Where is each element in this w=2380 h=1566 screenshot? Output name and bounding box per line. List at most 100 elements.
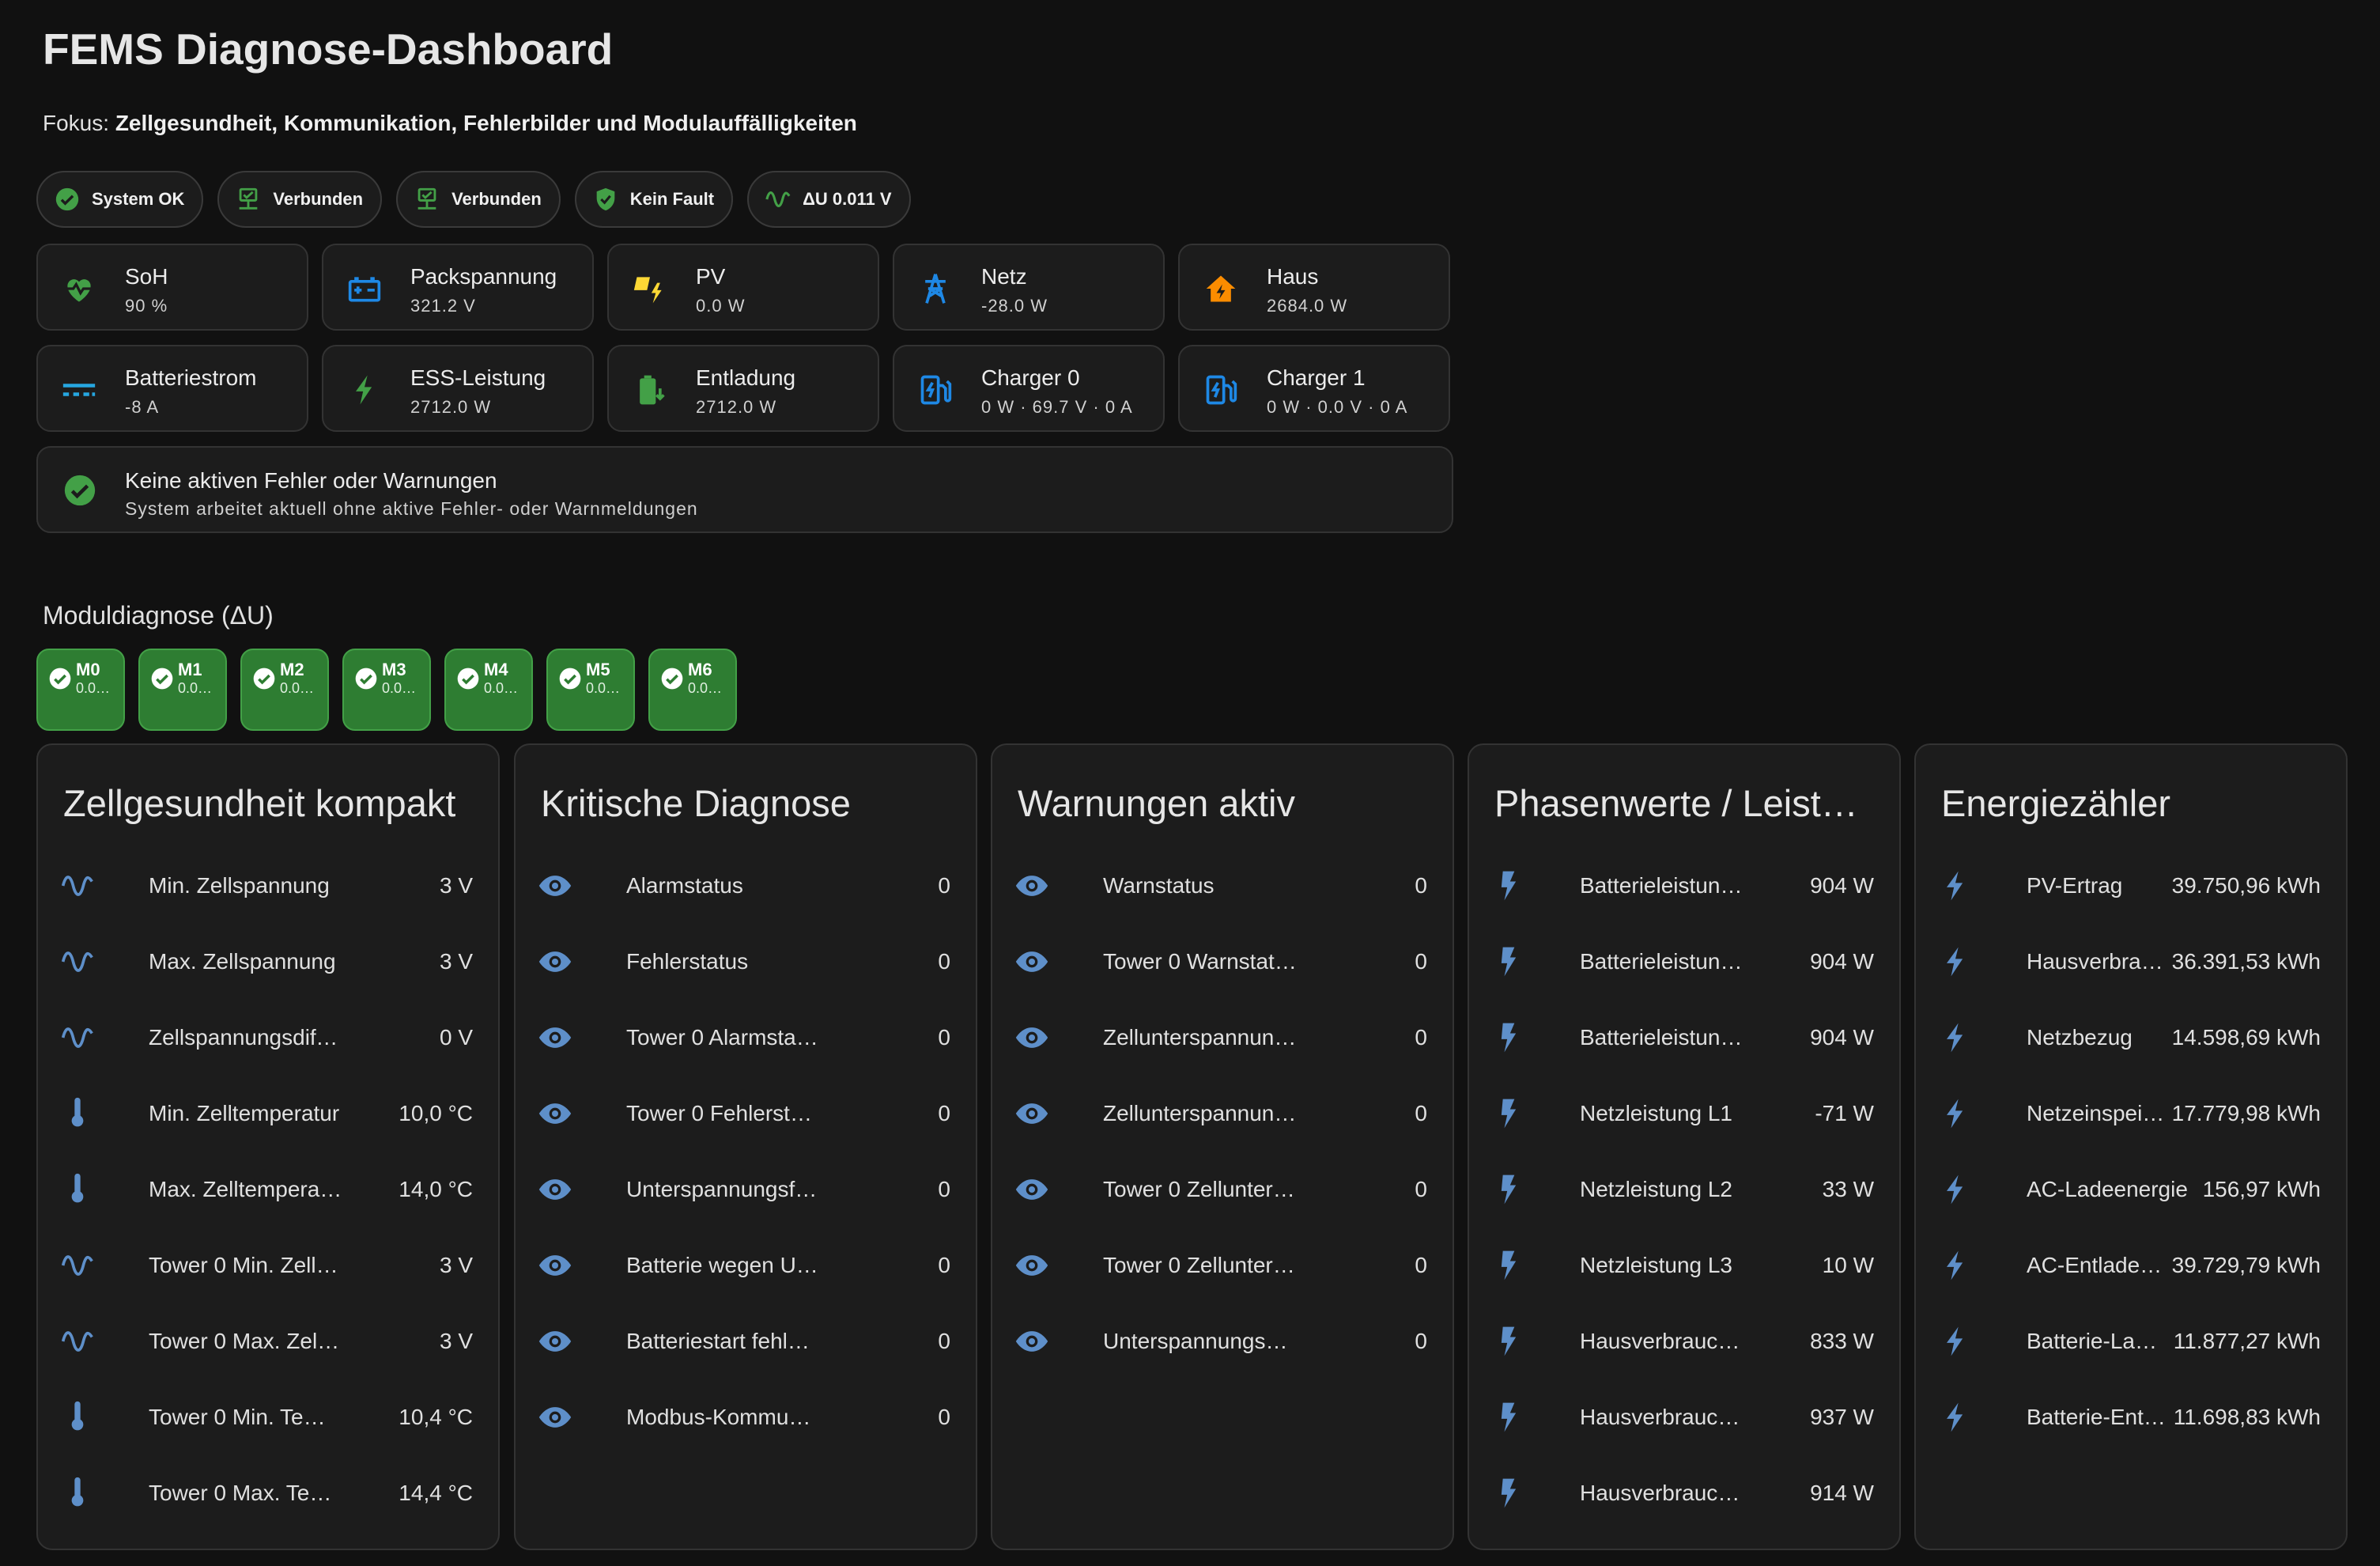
flash-icon (1501, 1326, 1517, 1356)
tile-pv[interactable]: PV 0.0 W (607, 244, 879, 331)
tile-packspannung[interactable]: Packspannung 321.2 V (322, 244, 594, 331)
entity-row[interactable]: Unterspannungswarnung 0 (992, 1329, 1453, 1417)
entity-row[interactable]: Tower 0 Zellunterspannung … 0 (992, 1253, 1453, 1341)
module-m6[interactable]: M6 0.0… (648, 649, 737, 731)
entity-row[interactable]: Min. Zelltemperatur 10,0 °C (38, 1097, 498, 1190)
entity-value: 0 (1415, 1025, 1427, 1050)
entity-row[interactable]: Unterspannungsfehler 0 (516, 1177, 976, 1265)
chip-label: System OK (92, 189, 185, 209)
entity-value: -71 W (1815, 1101, 1874, 1125)
entity-value: 14.598,69 kWh (2171, 1025, 2321, 1050)
eye-icon (1015, 1103, 1048, 1124)
entity-label: Batterie-La… (2027, 1329, 2157, 1353)
module-m3[interactable]: M3 0.0… (342, 649, 431, 731)
entity-row[interactable]: Netzeinspei… 17.779,98 kWh (1916, 1099, 2346, 1190)
entity-row[interactable]: Alarmstatus 0 (516, 873, 976, 962)
sine-wave-icon (61, 1255, 93, 1276)
entity-row[interactable]: Netzbezug 14.598,69 kWh (1916, 1023, 2346, 1114)
entity-label: Tower 0 Min. Zellspannung (149, 1253, 343, 1277)
entity-label: Unterspannungsfehler (626, 1177, 821, 1201)
tile-entladung[interactable]: Entladung 2712.0 W (607, 345, 879, 432)
entity-label: Tower 0 Zellunterspannung … (1103, 1253, 1298, 1277)
eye-icon (538, 1407, 572, 1428)
entity-row[interactable]: Tower 0 Max. Tempera… 14,4 °C (38, 1477, 498, 1549)
entity-list: Min. Zellspannung 3 V Max. Zellspannung 3 V… (38, 873, 498, 1549)
sine-wave-icon (61, 1027, 93, 1048)
entity-label: Tower 0 Min. Tempera… (149, 1405, 343, 1429)
card-energy-counters: Energiezähler PV-Ertrag 39.750,96 kWh Haus… (1914, 743, 2348, 1550)
chip-delta-u[interactable]: ΔU 0.011 V (747, 171, 911, 228)
module-m2[interactable]: M2 0.0… (240, 649, 329, 731)
banner-title: Keine aktiven Fehler oder Warnungen (125, 468, 497, 493)
entity-row[interactable]: Max. Zellspannung 3 V (38, 949, 498, 1038)
eye-icon (538, 1179, 572, 1200)
entity-row[interactable]: Batterieleistung L1 904 W (1469, 871, 1899, 962)
entity-row[interactable]: Zellunterspannung Stufe 2 0 (992, 1101, 1453, 1190)
focus-text: Zellgesundheit, Kommunikation, Fehlerbil… (115, 111, 857, 135)
entity-row[interactable]: Netzleistung L3 10 W (1469, 1250, 1899, 1341)
entity-row[interactable]: Hausverbrauch L2 937 W (1469, 1402, 1899, 1493)
entity-row[interactable]: Hausverbrauch L1 833 W (1469, 1326, 1899, 1417)
chip-no-fault[interactable]: Kein Fault (574, 171, 734, 228)
entity-row[interactable]: AC-Entlade… 39.729,79 kWh (1916, 1250, 2346, 1341)
module-value: 0.0… (586, 680, 621, 696)
entity-row[interactable]: Tower 0 Min. Tempera… 10,4 °C (38, 1401, 498, 1493)
entity-row[interactable]: PV-Ertrag 39.750,96 kWh (1916, 871, 2346, 962)
tile-charger-1[interactable]: Charger 1 0 W · 0.0 V · 0 A (1178, 345, 1450, 432)
entity-row[interactable]: Batterie-La… 11.877,27 kWh (1916, 1326, 2346, 1417)
module-m0[interactable]: M0 0.0… (36, 649, 125, 731)
chip-system-ok[interactable]: System OK (36, 171, 204, 228)
entity-row[interactable]: Batterieleistung L2 904 W (1469, 947, 1899, 1038)
chip-connected-2[interactable]: Verbunden (396, 171, 561, 228)
entity-row[interactable]: Modbus-Kommunikation feh… 0 (516, 1405, 976, 1493)
entity-row[interactable]: Tower 0 Warnstatus 0 (992, 949, 1453, 1038)
entity-row[interactable]: Tower 0 Min. Zellspannung 3 V (38, 1253, 498, 1341)
entity-row[interactable]: Tower 0 Zellunterspannung … 0 (992, 1177, 1453, 1265)
entity-row[interactable]: Batteriestart fehlgeschlagen 0 (516, 1329, 976, 1417)
tile-haus[interactable]: Haus 2684.0 W (1178, 244, 1450, 331)
tile-soh[interactable]: SoH 90 % (36, 244, 308, 331)
tile-ess-leistung[interactable]: ESS-Leistung 2712.0 W (322, 345, 594, 432)
entity-label: Hausverbrauch L2 (1580, 1405, 1744, 1429)
entity-row[interactable]: Netzleistung L1 -71 W (1469, 1099, 1899, 1190)
entity-value: 10,0 °C (399, 1101, 473, 1125)
entity-label: Zellspannungsdifferenz (149, 1025, 343, 1050)
status-banner[interactable]: Keine aktiven Fehler oder Warnungen Syst… (36, 446, 1453, 533)
tile-charger-0[interactable]: Charger 0 0 W · 69.7 V · 0 A (893, 345, 1165, 432)
tile-name: Entladung (696, 365, 796, 390)
entity-row[interactable]: Max. Zelltemperatur 14,0 °C (38, 1173, 498, 1265)
entity-row[interactable]: Hausverbrauch L3 914 W (1469, 1478, 1899, 1549)
tile-batteriestrom[interactable]: Batteriestrom -8 A (36, 345, 308, 432)
entity-row[interactable]: AC-Ladeenergie 156,97 kWh (1916, 1174, 2346, 1265)
module-m1[interactable]: M1 0.0… (138, 649, 227, 731)
entity-row[interactable]: Tower 0 Fehlerstatus 0 (516, 1101, 976, 1190)
chip-connected-1[interactable]: Verbunden (217, 171, 383, 228)
flash-icon (1501, 1174, 1517, 1205)
entity-row[interactable]: Warnstatus 0 (992, 873, 1453, 962)
module-m5[interactable]: M5 0.0… (546, 649, 635, 731)
entity-row[interactable]: Batterieleistung L3 904 W (1469, 1023, 1899, 1114)
entity-row[interactable]: Min. Zellspannung 3 V (38, 873, 498, 962)
check-circle-icon (151, 668, 173, 690)
network-icon (240, 187, 258, 210)
entity-row[interactable]: Netzleistung L2 33 W (1469, 1174, 1899, 1265)
entity-label: Tower 0 Warnstatus (1103, 949, 1298, 974)
tile-netz[interactable]: Netz -28.0 W (893, 244, 1165, 331)
solar-power-icon (633, 277, 662, 304)
entity-row[interactable]: Zellspannungsdifferenz 0 V (38, 1025, 498, 1114)
entity-label: Netzleistung L2 (1580, 1177, 1733, 1201)
entity-row[interactable]: Fehlerstatus 0 (516, 949, 976, 1038)
entity-row[interactable]: Batterie wegen Unterspannu… 0 (516, 1253, 976, 1341)
lightning-bolt-icon (1947, 1174, 1963, 1205)
entity-row[interactable]: Zellunterspannung Stufe 1 0 (992, 1025, 1453, 1114)
entity-row[interactable]: Batterie-Ent… 11.698,83 kWh (1916, 1402, 2346, 1493)
entity-row[interactable]: Tower 0 Alarmstatus 0 (516, 1025, 976, 1114)
entity-row[interactable]: Tower 0 Max. Zellspannung 3 V (38, 1329, 498, 1417)
entity-row[interactable]: Hausverbra… 36.391,53 kWh (1916, 947, 2346, 1038)
tile-value: -8 A (125, 397, 160, 417)
entity-label: Netzleistung L1 (1580, 1101, 1733, 1125)
module-list: M0 0.0… M1 0.0… M2 0.0… M3 0.0… M4 0.0… M5 0.0… (36, 649, 737, 731)
entity-label: Min. Zellspannung (149, 873, 330, 898)
module-m4[interactable]: M4 0.0… (444, 649, 533, 731)
eye-icon (1015, 1179, 1048, 1200)
